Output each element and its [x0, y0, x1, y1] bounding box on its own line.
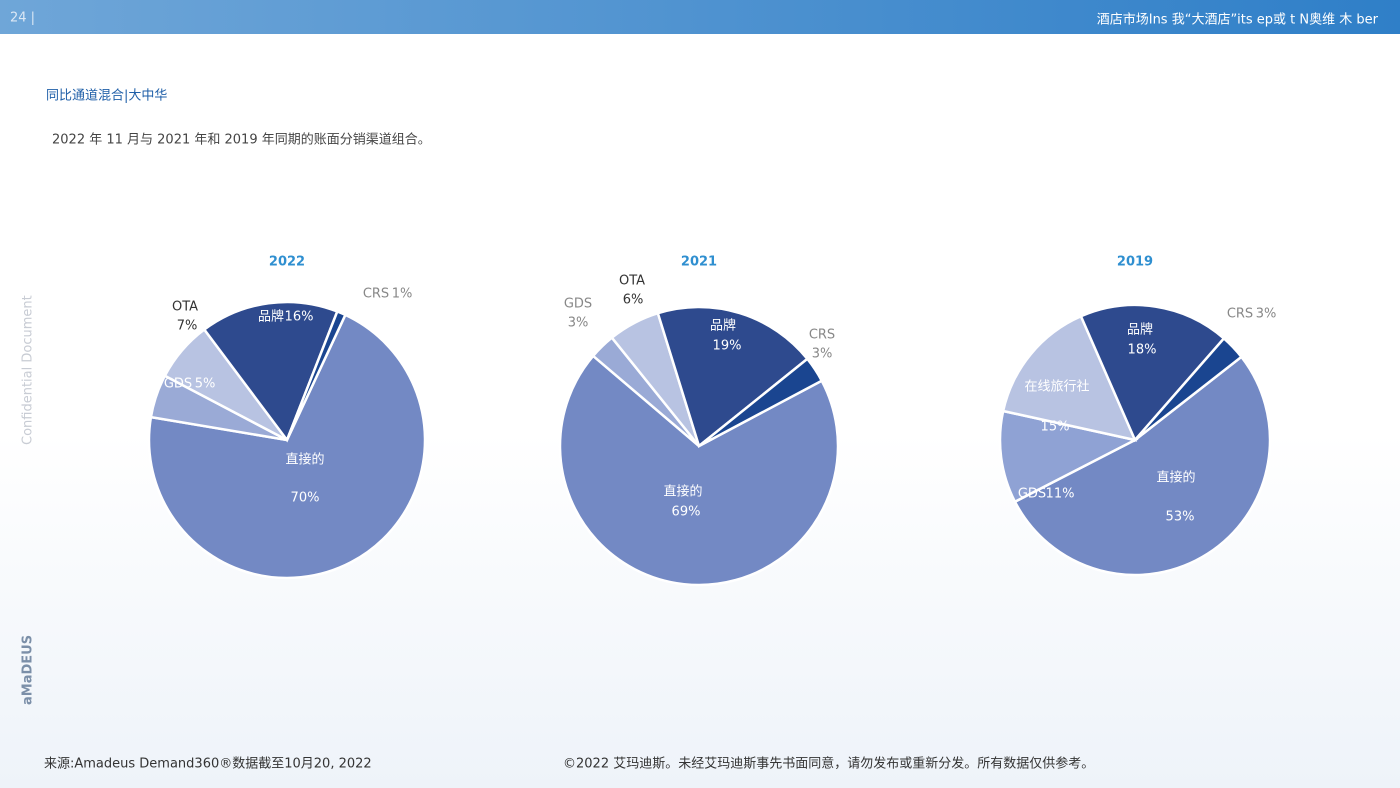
logo: aMaDEUS — [21, 635, 36, 705]
value-label: 11% — [1046, 487, 1075, 502]
slice-label: OTA — [619, 274, 645, 289]
pie-slice — [656, 305, 810, 449]
title: 同比通道混合|大中华 — [46, 89, 167, 104]
banner — [0, 0, 1400, 34]
slice-label: 在线旅行社 — [1024, 379, 1089, 395]
value-label: 7% — [177, 319, 198, 334]
pie-slice — [558, 354, 840, 587]
slice-label: 品牌 — [1127, 322, 1153, 338]
subtitle: 2022 年 11 月与 2021 年和 2019 年同期的账面分销渠道组合。 — [52, 132, 431, 148]
value-label: 18% — [1128, 343, 1157, 358]
source: 来源:Amadeus Demand360®数据截至10月20, 2022 — [44, 757, 372, 772]
slice-label: 品牌 — [258, 309, 284, 325]
value-label: 3% — [812, 347, 833, 362]
pie-title: 2022 — [269, 255, 305, 270]
pie-slice — [147, 313, 427, 580]
value-label: 3% — [1256, 307, 1277, 322]
pie-slice — [1134, 336, 1244, 441]
copyright: ©2022 艾玛迪斯。未经艾玛迪斯事先书面同意，请勿发布或重新分发。所有数据仅供… — [563, 756, 1094, 772]
confidential: Confidential Document — [21, 295, 36, 445]
pie-title: 2021 — [681, 255, 717, 270]
slice-label: CRS — [1227, 307, 1253, 322]
pie-slice — [285, 309, 347, 441]
banner-text: 酒店市场Ins 我“大酒店”its ep或 t N奥维 木 ber — [1097, 12, 1379, 28]
value-label: 6% — [623, 293, 644, 308]
value-label: 69% — [672, 505, 701, 520]
slice-label: GDS — [164, 377, 192, 392]
page-number: 24 | — [10, 11, 35, 26]
pie-slice — [1001, 314, 1138, 442]
slice-label: CRS — [363, 287, 389, 302]
slice-label: 直接的 — [663, 484, 702, 500]
pie-title: 2019 — [1117, 255, 1153, 270]
pie-slice — [202, 300, 339, 443]
value-label: 3% — [568, 316, 589, 331]
slice-label: 直接的 — [1156, 470, 1195, 486]
value-label: 15% — [1041, 420, 1070, 435]
pie-slice — [1013, 355, 1272, 577]
value-label: 70% — [291, 491, 320, 506]
value-label: 19% — [713, 339, 742, 354]
value-label: 16% — [285, 310, 314, 325]
value-label: 1% — [392, 287, 413, 302]
slice-label: 品牌 — [710, 318, 736, 334]
slice-label: GDS — [564, 297, 592, 312]
slice-label: OTA — [172, 300, 198, 315]
slice-label: CRS — [809, 328, 835, 343]
slice-label: GDS — [1018, 487, 1046, 502]
pie-slice — [698, 357, 824, 448]
slice-label: 直接的 — [285, 452, 324, 468]
value-label: 5% — [195, 377, 216, 392]
pie-slice — [1079, 303, 1226, 443]
value-label: 53% — [1166, 510, 1195, 525]
